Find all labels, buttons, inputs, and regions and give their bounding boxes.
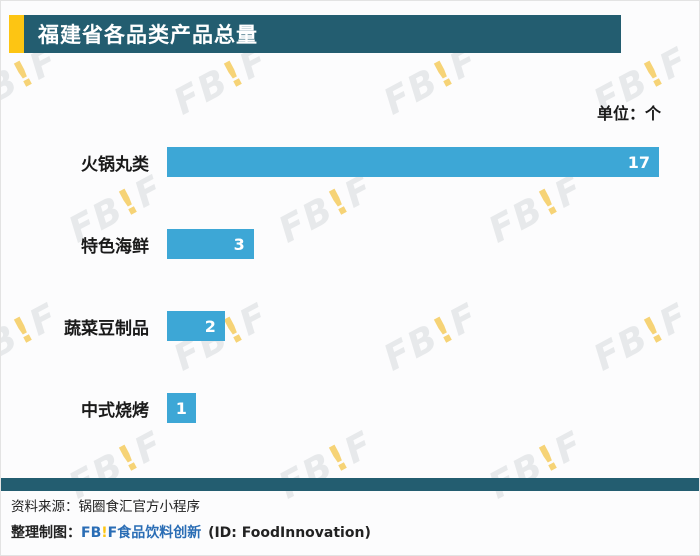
bar-track: 3 <box>167 229 659 259</box>
header-accent-block <box>9 15 24 53</box>
bar-track: 17 <box>167 147 659 177</box>
category-label: 蔬菜豆制品 <box>64 318 149 339</box>
footer: 资料来源：锅圈食汇官方小程序 整理制图：FB!F食品饮料创新 (ID: Food… <box>11 495 371 542</box>
bar-track: 2 <box>167 311 659 341</box>
header-title-bar: 福建省各品类产品总量 <box>24 15 621 53</box>
bar-value: 2 <box>204 316 216 336</box>
bar: 2 <box>167 311 225 341</box>
bar: 17 <box>167 147 659 177</box>
category-label: 火锅丸类 <box>81 154 149 175</box>
category-label: 中式烧烤 <box>81 400 149 421</box>
bar-track: 1 <box>167 393 659 423</box>
bar-value: 3 <box>233 234 245 254</box>
bar-chart: 火锅丸类 17 特色海鲜 3 蔬菜豆制品 2 中式烧烤 1 <box>1 147 699 475</box>
fbif-logo-fb: FB <box>81 525 102 541</box>
category-label: 特色海鲜 <box>81 236 149 257</box>
fbif-logo: FB!F <box>81 525 117 541</box>
bottom-divider-bar <box>1 478 699 491</box>
fbif-logo-exclamation: ! <box>101 525 108 541</box>
chart-header: 福建省各品类产品总量 <box>9 15 621 53</box>
chart-row: 特色海鲜 3 <box>1 229 699 259</box>
chart-title: 福建省各品类产品总量 <box>38 23 258 47</box>
unit-label: 单位：个 <box>596 104 661 123</box>
bar-value: 17 <box>627 152 650 172</box>
bar-value: 1 <box>175 398 187 418</box>
chart-row: 中式烧烤 1 <box>1 393 699 423</box>
credit-name: 食品饮料创新 <box>117 525 202 541</box>
chart-row: 蔬菜豆制品 2 <box>1 311 699 341</box>
source-text: 资料来源：锅圈食汇官方小程序 <box>11 499 200 515</box>
bar: 1 <box>167 393 196 423</box>
bar: 3 <box>167 229 254 259</box>
credit-prefix: 整理制图： <box>11 525 81 541</box>
chart-row: 火锅丸类 17 <box>1 147 699 177</box>
fbif-logo-f: F <box>107 525 118 541</box>
credit-id: (ID: FoodInnovation) <box>208 525 371 541</box>
credit-line: 整理制图：FB!F食品饮料创新 (ID: FoodInnovation) <box>11 522 371 542</box>
